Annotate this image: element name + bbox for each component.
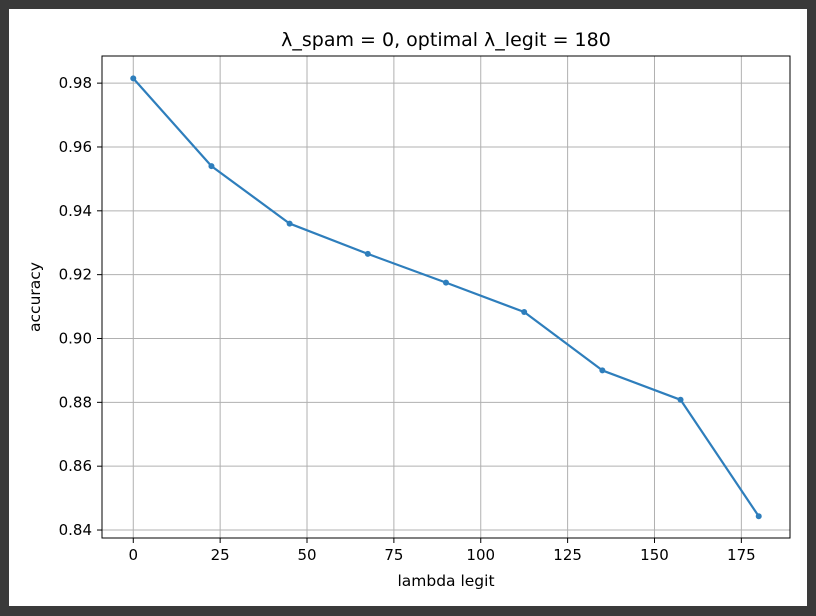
line-chart: 0 25 50 75 100 125 150 175 0.84 0.86 0.88 0.90 0.92 0… — [26, 29, 791, 590]
x-tick-label: 150 — [640, 546, 669, 564]
y-axis-label: accuracy — [26, 262, 44, 332]
x-axis-label: lambda legit — [397, 572, 494, 590]
y-tick-label: 0.84 — [59, 521, 92, 539]
axis-ticks: 0 25 50 75 100 125 150 175 0.84 0.86 0.88 0.90 0.92 0… — [59, 74, 756, 564]
data-point — [443, 279, 449, 286]
x-tick-label: 50 — [297, 546, 316, 564]
data-point — [755, 513, 762, 520]
figure-frame: 0 25 50 75 100 125 150 175 0.84 0.86 0.88 0.90 0.92 0… — [9, 9, 807, 606]
x-tick-label: 100 — [466, 546, 495, 564]
y-tick-label: 0.92 — [59, 266, 92, 284]
data-point — [599, 367, 606, 374]
x-tick-label: 75 — [384, 546, 403, 564]
y-tick-label: 0.96 — [59, 138, 92, 156]
y-tick-label: 0.94 — [59, 202, 92, 220]
x-tick-label: 25 — [211, 546, 230, 564]
y-tick-label: 0.86 — [59, 457, 92, 475]
grid — [102, 56, 790, 538]
series-group — [130, 75, 762, 520]
data-point — [364, 250, 371, 257]
data-point — [208, 163, 215, 170]
y-tick-label: 0.98 — [59, 74, 92, 92]
series-line — [132, 77, 760, 517]
plot-area — [101, 55, 791, 539]
data-point — [130, 75, 137, 82]
x-tick-label: 0 — [128, 546, 138, 564]
y-tick-label: 0.90 — [59, 329, 92, 347]
data-point — [677, 396, 684, 403]
data-point — [521, 309, 528, 316]
x-tick-label: 175 — [727, 546, 756, 564]
data-point — [286, 220, 293, 227]
chart-title: λ_spam = 0, optimal λ_legit = 180 — [281, 29, 611, 51]
x-tick-label: 125 — [553, 546, 582, 564]
y-tick-label: 0.88 — [59, 393, 92, 411]
